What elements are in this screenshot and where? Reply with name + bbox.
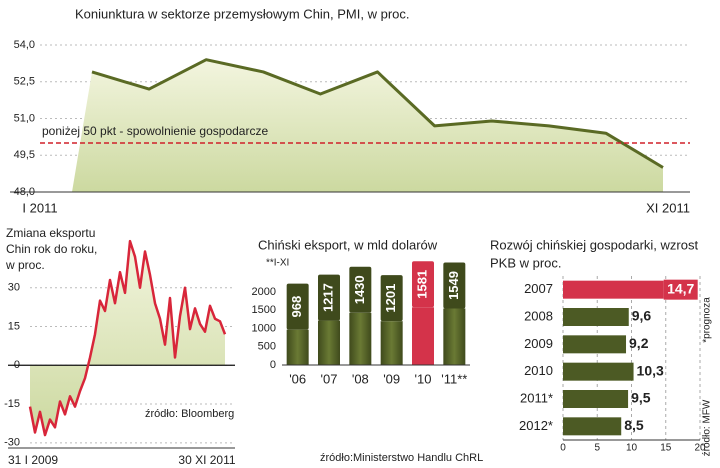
value-label: 1549 <box>446 271 461 300</box>
chart-title: Rozwój chińskiej gospodarki, wzrost <box>490 237 698 252</box>
note: *prognoza <box>702 297 713 343</box>
value-label: 9,6 <box>632 308 652 324</box>
chart-subtitle: **I-XI <box>266 258 289 269</box>
x-tick-label: I 2011 <box>22 200 57 215</box>
value-label: 8,5 <box>624 417 644 433</box>
bar <box>563 308 629 326</box>
x-tick-label: 0 <box>560 443 566 454</box>
value-label: 9,5 <box>631 390 651 406</box>
line <box>28 239 227 437</box>
bar <box>380 321 403 365</box>
area-fill <box>30 241 225 436</box>
bar <box>318 320 340 365</box>
x-tick-label: 10 <box>626 443 638 454</box>
value-label-box <box>663 279 698 300</box>
y-tick-label: 1500 <box>252 304 276 316</box>
x-tick-label: 31 I 2009 <box>8 453 58 467</box>
bar <box>563 390 629 408</box>
x-tick-label: '09 <box>383 371 400 386</box>
x-tick-label: 5 <box>594 443 600 454</box>
value-label: 968 <box>289 296 304 318</box>
x-tick-label: '06 <box>289 371 306 386</box>
chart-title: PKB w proc. <box>490 255 562 270</box>
y-tick-label: 51,0 <box>14 112 35 124</box>
value-label: 9,2 <box>629 335 649 351</box>
y-tick-label: 2000 <box>252 286 276 298</box>
y-tick-label: 15 <box>8 320 20 332</box>
chart-title: Zmiana eksportu <box>6 226 95 240</box>
x-tick-label: '08 <box>352 371 369 386</box>
bar <box>443 308 466 365</box>
value-label-box <box>412 261 434 308</box>
value-label-box <box>286 283 309 330</box>
x-tick-label: '07 <box>321 371 338 386</box>
value-label-box <box>443 262 466 309</box>
y-tick-label: 2010 <box>524 363 553 378</box>
bar <box>349 312 372 365</box>
y-tick-label: 2008 <box>524 308 553 323</box>
value-label: 1217 <box>320 283 335 312</box>
bar <box>563 417 622 436</box>
bar <box>286 329 309 365</box>
y-tick-label: 30 <box>8 282 20 294</box>
y-tick-label: -15 <box>4 398 20 410</box>
bar <box>412 307 434 365</box>
chart-title: Chiński eksport, w mld dolarów <box>258 237 438 252</box>
x-tick-label: '10 <box>415 371 432 386</box>
chart-title: Koniunktura w sektorze przemysłowym Chin… <box>75 6 410 21</box>
bar <box>563 280 664 299</box>
value-label: 1201 <box>383 284 398 313</box>
x-tick-label: '11** <box>441 371 467 386</box>
y-tick-label: 54,0 <box>14 39 35 51</box>
y-tick-label: 52,5 <box>14 76 35 88</box>
y-tick-label: 0 <box>270 359 276 371</box>
bar <box>563 335 627 354</box>
chart-title: w proc. <box>5 258 45 272</box>
reference-label: poniżej 50 pkt - spowolnienie gospodarcz… <box>42 124 268 138</box>
x-tick-label: 20 <box>694 443 706 454</box>
chart-title: Chin rok do roku, <box>6 242 97 256</box>
y-tick-label: 2011* <box>520 390 553 405</box>
value-label: 1581 <box>414 270 429 299</box>
source: źródło: MFW <box>702 399 713 456</box>
y-tick-label: 1000 <box>252 322 276 334</box>
value-label-box <box>380 275 403 322</box>
source: źródło: Bloomberg <box>145 408 234 420</box>
y-tick-label: 500 <box>258 341 276 353</box>
y-tick-label: 2012* <box>519 418 553 433</box>
x-tick-label: 30 XI 2011 <box>178 453 235 467</box>
line <box>91 58 664 169</box>
bar <box>563 362 634 381</box>
value-label: 14,7 <box>667 280 694 296</box>
value-label: 10,3 <box>637 362 664 378</box>
y-tick-label: 2007 <box>524 281 553 296</box>
y-tick-label: 49,5 <box>14 149 35 161</box>
x-tick-label: XI 2011 <box>646 200 690 215</box>
value-label-box <box>318 274 340 321</box>
value-label-box <box>349 266 372 313</box>
source: źródło:Ministerstwo Handlu ChRL <box>320 452 483 464</box>
area-fill <box>72 59 663 193</box>
y-tick-label: -30 <box>4 437 20 449</box>
x-tick-label: 15 <box>660 443 672 454</box>
y-tick-label: 2009 <box>524 336 553 351</box>
value-label: 1430 <box>352 275 367 304</box>
